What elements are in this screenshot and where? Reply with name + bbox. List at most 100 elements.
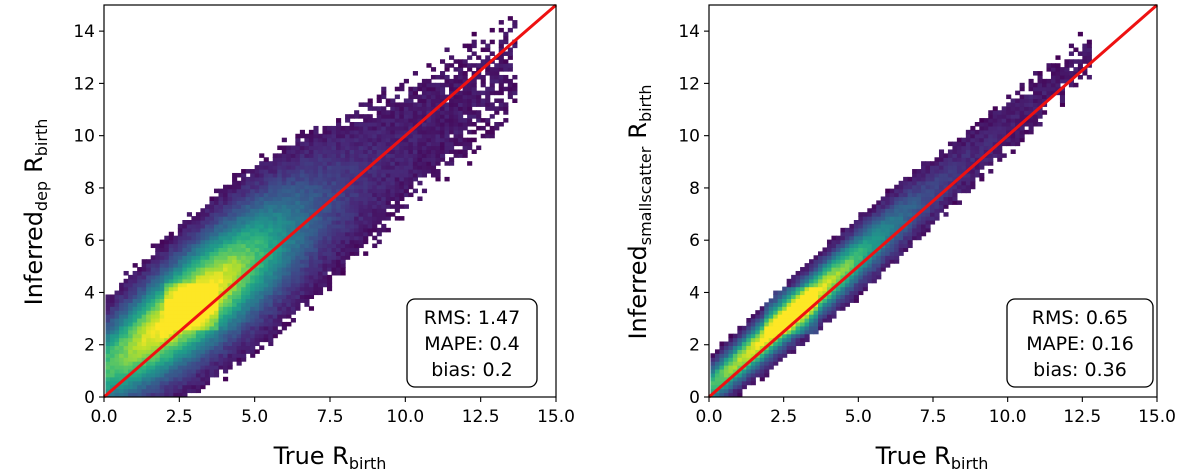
heatmap-cell [921, 172, 927, 178]
heatmap-cell [137, 318, 143, 323]
heatmap-cell [449, 149, 455, 154]
heatmap-cell [822, 270, 828, 276]
heatmap-cell [813, 259, 819, 264]
heatmap-cell [755, 341, 761, 347]
heatmap-cell [155, 321, 161, 327]
heatmap-cell [804, 286, 810, 292]
heatmap-cell [840, 235, 846, 241]
heatmap-cell [105, 349, 111, 354]
heatmap-cell [227, 192, 233, 198]
heatmap-cell [898, 235, 904, 241]
heatmap-cell [186, 337, 192, 343]
heatmap-cell [336, 243, 342, 249]
heatmap-cell [417, 118, 423, 123]
heatmap-cell [281, 172, 287, 178]
heatmap-cell [1042, 94, 1048, 100]
heatmap-cell [146, 294, 152, 299]
heatmap-cell [241, 349, 247, 354]
heatmap-cell [421, 129, 428, 135]
heatmap-cell [105, 294, 111, 299]
heatmap-cell [385, 125, 391, 131]
heatmap-cell [326, 247, 333, 252]
heatmap-cell [173, 380, 179, 386]
heatmap-cell [385, 227, 391, 233]
heatmap-cell [719, 345, 725, 350]
heatmap-cell [934, 204, 940, 209]
heatmap-cell [430, 141, 437, 147]
heatmap-cell [1028, 129, 1034, 135]
heatmap-cell [141, 368, 147, 374]
heatmap-cell [218, 204, 224, 209]
heatmap-cell [290, 223, 296, 229]
heatmap-cell [408, 161, 414, 166]
heatmap-cell [381, 212, 387, 217]
heatmap-cell [254, 318, 260, 323]
heatmap-cell [241, 223, 247, 229]
heatmap-cell [965, 149, 971, 154]
heatmap-cell [263, 243, 269, 249]
heatmap-cell [367, 212, 373, 217]
heatmap-cell [304, 290, 310, 296]
heatmap-cell [218, 361, 224, 366]
heatmap-cell [358, 176, 364, 182]
heatmap-cell [880, 208, 886, 213]
heatmap-cell [281, 153, 287, 158]
heatmap-cell [186, 341, 192, 347]
heatmap-cell [182, 239, 188, 245]
heatmap-cell [259, 188, 265, 194]
heatmap-cell [191, 384, 197, 390]
heatmap-cell [889, 255, 895, 260]
heatmap-cell [295, 263, 301, 268]
heatmap-cell [308, 235, 315, 241]
heatmap-cell [467, 90, 473, 96]
heatmap-cell [809, 290, 815, 296]
heatmap-cell [768, 345, 774, 350]
heatmap-cell [259, 180, 265, 186]
heatmap-cell [286, 212, 292, 217]
heatmap-cell [272, 192, 278, 198]
heatmap-cell [272, 165, 278, 170]
heatmap-cell [826, 278, 833, 284]
heatmap-cell [236, 243, 242, 249]
heatmap-cell [385, 137, 391, 143]
heatmap-cell [804, 314, 810, 319]
heatmap-cell [295, 180, 301, 186]
heatmap-cell [381, 118, 387, 123]
heatmap-cell [813, 270, 819, 276]
heatmap-cell [250, 169, 256, 174]
heatmap-cell [241, 204, 247, 209]
heatmap-cell [358, 180, 364, 186]
heatmap-cell [232, 239, 238, 245]
heatmap-cell [1019, 118, 1025, 123]
heatmap-cell [241, 290, 247, 296]
heatmap-cell [970, 137, 976, 143]
heatmap-cell [997, 133, 1003, 139]
heatmap-cell [385, 118, 391, 123]
heatmap-cell [223, 208, 229, 213]
heatmap-cell [204, 259, 211, 264]
heatmap-cell [930, 165, 936, 170]
heatmap-cell [272, 208, 278, 213]
heatmap-cell [281, 270, 287, 276]
heatmap-cell [182, 282, 188, 288]
heatmap-cell [449, 102, 455, 107]
heatmap-cell [173, 235, 179, 241]
heatmap-cell [204, 365, 211, 370]
heatmap-cell [132, 345, 138, 350]
heatmap-cell [894, 208, 900, 213]
heatmap-cell [182, 263, 188, 268]
heatmap-cell [381, 94, 387, 100]
heatmap-cell [317, 169, 324, 174]
heatmap-cell [354, 235, 360, 241]
heatmap-cell [137, 274, 143, 280]
heatmap-cell [952, 196, 958, 201]
heatmap-cell [164, 337, 170, 343]
heatmap-cell [290, 169, 296, 174]
heatmap-cell [439, 110, 446, 115]
heatmap-cell [354, 239, 360, 245]
heatmap-cell [146, 306, 152, 311]
heatmap-cell [458, 122, 464, 127]
heatmap-cell [236, 216, 242, 221]
heatmap-cell [768, 329, 774, 335]
heatmap-cell [331, 176, 337, 182]
